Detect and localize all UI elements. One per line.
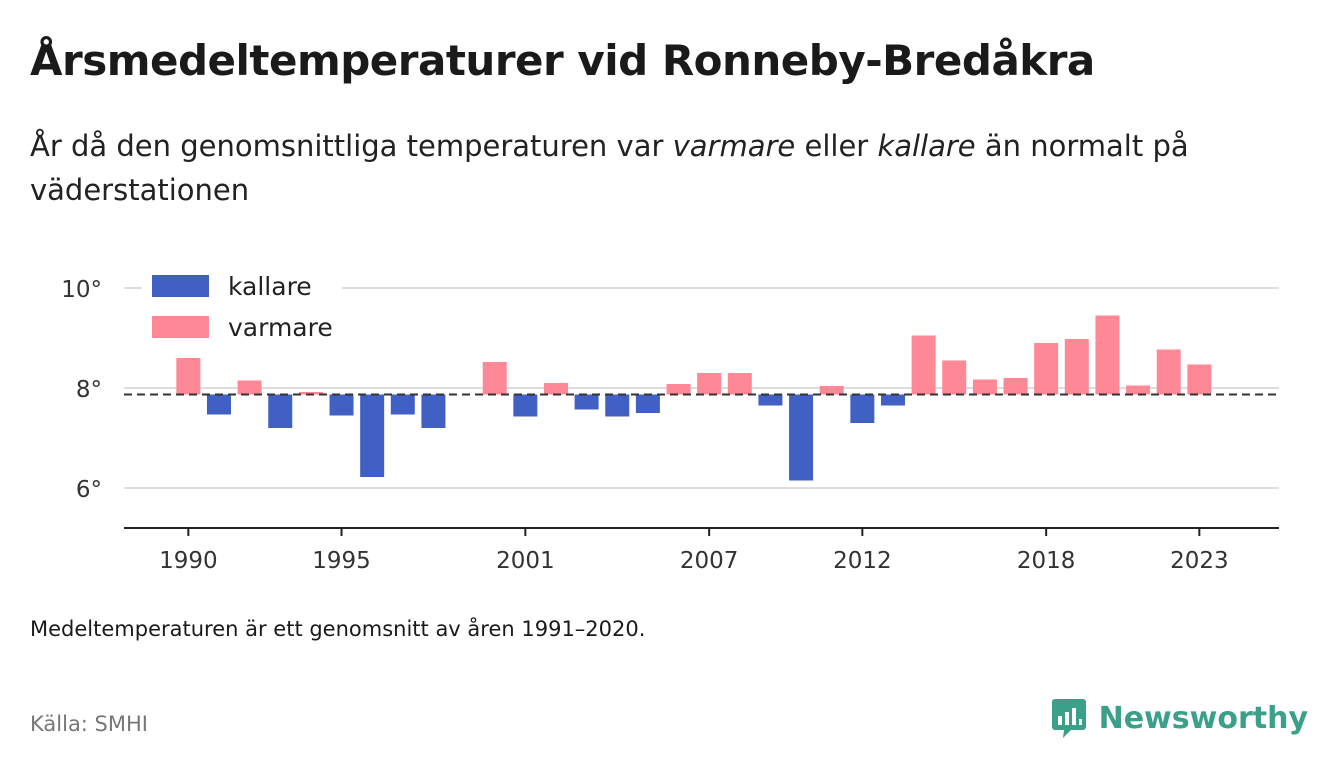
legend-label-kallare: kallare xyxy=(228,272,312,301)
legend-swatch-varmare xyxy=(152,316,209,338)
bar-2020 xyxy=(1095,315,1120,395)
bar-2018 xyxy=(1034,343,1059,395)
bar-1990 xyxy=(176,358,201,395)
bar-2013 xyxy=(880,394,905,406)
x-tick-label: 2012 xyxy=(833,548,892,574)
bar-2009 xyxy=(758,394,783,406)
bar-1992 xyxy=(237,380,262,395)
bar-2006 xyxy=(666,384,691,395)
subtitle-text-3: än normalt på väderstationen xyxy=(30,129,1189,207)
bar-2007 xyxy=(697,373,722,395)
subtitle-text-1: År då den genomsnittliga temperaturen va… xyxy=(30,129,673,163)
y-tick-label: 10° xyxy=(61,277,102,303)
x-tick-label: 1990 xyxy=(159,548,218,574)
bar-2004 xyxy=(605,394,630,417)
x-tick-label: 2001 xyxy=(496,548,555,574)
bar-2008 xyxy=(727,373,752,395)
newsworthy-logo-text: Newsworthy xyxy=(1098,700,1308,736)
bar-2016 xyxy=(972,379,997,395)
newsworthy-logo: Newsworthy xyxy=(1051,697,1308,739)
bar-1998 xyxy=(421,394,446,428)
legend-label-varmare: varmare xyxy=(228,313,333,342)
bar-2022 xyxy=(1156,349,1181,395)
x-tick-label: 2018 xyxy=(1017,548,1076,574)
bar-2019 xyxy=(1064,339,1089,395)
subtitle-warm-word: varmare xyxy=(672,129,796,163)
bar-2003 xyxy=(574,394,599,410)
footnote: Medeltemperaturen är ett genomsnitt av å… xyxy=(30,617,646,641)
bar-2001 xyxy=(513,394,538,417)
bar-2014 xyxy=(911,335,936,395)
bar-1991 xyxy=(206,394,231,415)
bar-2012 xyxy=(850,394,875,423)
bar-2002 xyxy=(543,383,568,395)
y-tick-label: 6° xyxy=(76,477,102,503)
bar-2011 xyxy=(819,386,844,395)
bar-2010 xyxy=(789,394,814,481)
bar-2021 xyxy=(1126,385,1151,395)
bar-2017 xyxy=(1003,378,1028,395)
x-tick-label: 2023 xyxy=(1170,548,1229,574)
subtitle-cold-word: kallare xyxy=(877,129,976,163)
bar-2015 xyxy=(942,360,967,395)
newsworthy-logo-icon xyxy=(1051,699,1086,738)
subtitle-text-2: eller xyxy=(795,129,878,163)
bar-2000 xyxy=(482,362,507,395)
y-tick-label: 8° xyxy=(76,377,102,403)
x-tick-label: 1995 xyxy=(312,548,371,574)
legend-swatch-kallare xyxy=(152,275,209,297)
chart-title: Årsmedeltemperaturer vid Ronneby-Bredåkr… xyxy=(30,36,1095,85)
bar-1995 xyxy=(329,394,354,416)
source-label: Källa: SMHI xyxy=(30,712,148,736)
bar-chart: 6° 8° 10° 1990 1995 2001 2007 2012 2018 2023 kalla… xyxy=(61,272,1279,574)
x-tick-label: 2007 xyxy=(680,548,739,574)
chart-subtitle: År då den genomsnittliga temperaturen va… xyxy=(30,124,1310,212)
bar-1996 xyxy=(360,394,385,477)
bar-2023 xyxy=(1187,364,1212,395)
bar-1997 xyxy=(390,394,415,415)
bar-2005 xyxy=(635,394,660,413)
bar-1994 xyxy=(298,392,323,395)
bar-1993 xyxy=(268,394,293,428)
